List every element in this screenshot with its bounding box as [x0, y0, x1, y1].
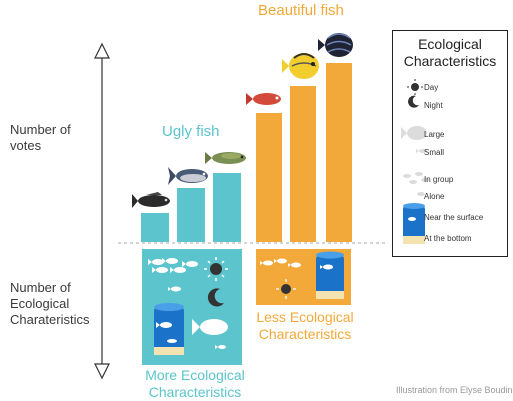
small-fish-icon: [419, 149, 427, 153]
wrasse-fish-icon: [205, 152, 246, 164]
legend-item-in-group: In group: [424, 175, 454, 184]
legend-item-near-surface: Near the surface: [424, 213, 484, 222]
illustration-credit: Illustration from Elyse Boudin: [396, 385, 513, 395]
red-fish-icon: [246, 93, 281, 105]
fish-group-icon: [403, 172, 429, 184]
sun-icon: [276, 279, 296, 299]
legend-item-day: Day: [424, 83, 439, 92]
dashed-divider: [118, 242, 388, 244]
sun-icon: [204, 257, 228, 281]
large-fish-icon: [407, 126, 427, 140]
ugly-eco-icons: [148, 257, 228, 355]
eco-axis-label: Number of Ecological Charateristics: [10, 280, 90, 327]
legend-item-alone: Alone: [424, 192, 445, 201]
beautiful-fish-title: Beautiful fish: [258, 2, 344, 19]
ugly-bar-1: [141, 213, 169, 242]
legend-title: Ecological Characteristics: [403, 36, 497, 69]
votes-axis-label: Number of votes: [10, 122, 71, 153]
angelfish-icon: [318, 33, 353, 57]
vertical-double-arrow: [94, 42, 110, 380]
moon-icon: [207, 288, 224, 307]
legend-item-night: Night: [424, 101, 443, 110]
water-container-icon: [316, 255, 344, 299]
beautiful-bar-2: [290, 86, 316, 242]
legend-item-at-bottom: At the bottom: [424, 234, 472, 243]
legend-item-small: Small: [424, 148, 445, 157]
less-eco-caption: Less Ecological Characteristics: [256, 309, 354, 342]
moon-icon: [408, 95, 419, 108]
alone-fish-icon: [417, 192, 425, 196]
water-container-icon: [154, 307, 184, 355]
ugly-bar-3: [213, 173, 241, 242]
butterflyfish-icon: [282, 53, 319, 79]
legend-item-large: Large: [424, 130, 445, 139]
beautiful-bar-1: [256, 113, 282, 242]
tuna-fish-icon: [168, 167, 208, 185]
dark-fish-icon: [132, 192, 170, 208]
sun-icon: [407, 79, 423, 95]
beautiful-bar-3: [326, 63, 352, 242]
ugly-bar-2: [177, 188, 205, 242]
legend-icons: [401, 79, 429, 244]
beautiful-eco-icons: [260, 251, 344, 299]
more-eco-caption: More Ecological Characteristics: [145, 367, 245, 400]
water-container-icon: [403, 206, 425, 244]
ugly-fish-title: Ugly fish: [162, 123, 220, 140]
